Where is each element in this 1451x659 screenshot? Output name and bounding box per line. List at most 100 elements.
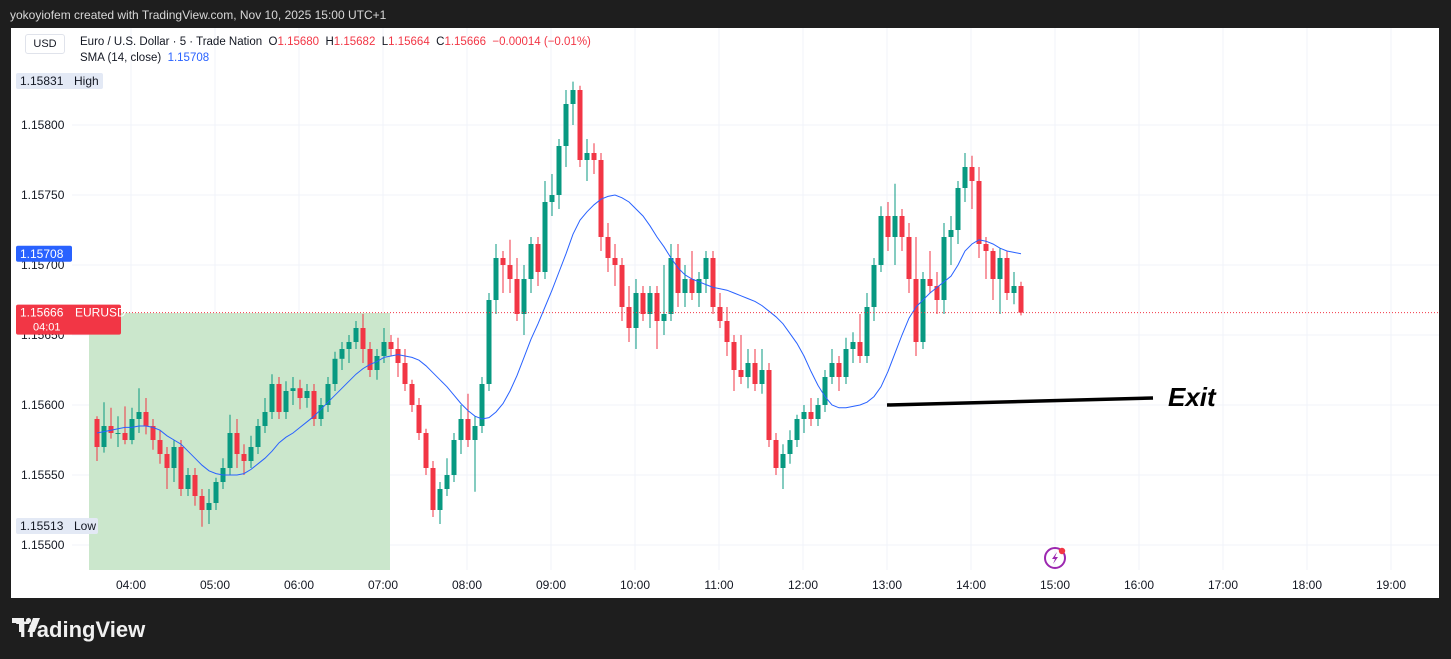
candle-body [346,342,352,349]
candle-body [745,363,751,377]
candle-body [990,251,996,279]
low-value: 1.15664 [388,36,430,48]
candle-body [1004,258,1010,293]
candle-body [591,153,597,160]
candle-body [752,363,758,384]
candle-body [444,475,450,489]
candle-body [626,307,632,328]
candle-body [486,300,492,384]
sma-legend[interactable]: SMA (14, close) 1.15708 [80,52,209,64]
candle-body [780,454,786,468]
low-label: L [381,36,389,48]
chart-panel[interactable]: Exit 1.15500 1.15550 1.15600 1.15650 1.15700 1… [11,28,1439,598]
candle-body [171,447,177,468]
candle-body [416,405,422,433]
candle-body [633,293,639,328]
candle-body [514,279,520,314]
candlestick-chart[interactable]: Exit1.155001.155501.156001.156501.157001… [11,28,1439,598]
candle-body [318,405,324,419]
x-tick-label: 15:00 [1040,578,1070,592]
high-label: H [325,36,334,48]
bar-countdown: 04:01 [33,322,61,334]
close-label: C [436,36,445,48]
candle-body [150,426,156,440]
candle-body [472,426,478,440]
candle-body [647,293,653,314]
sma-legend-value: 1.15708 [167,52,210,64]
candle-body [521,279,527,314]
candle-body [829,363,835,377]
candle-body [738,370,744,377]
candle-body [528,244,534,279]
candle-body [234,433,240,454]
candle-body [710,258,716,307]
candle-body [885,216,891,237]
candle-body [962,167,968,188]
candle-body [542,202,548,272]
candle-body [850,342,856,349]
candle-body [773,440,779,468]
candle-body [500,258,506,265]
high-tag [16,73,103,89]
candle-body [395,349,401,363]
high-tag-value: 1.15831 [20,74,64,88]
candle-body [192,475,198,496]
candle-body [206,503,212,510]
x-tick-label: 12:00 [788,578,818,592]
high-value: 1.15682 [333,36,376,48]
candle-body [920,279,926,342]
exit-line[interactable] [886,396,1154,407]
candle-body [423,433,429,468]
low-tag-value: 1.15513 [20,519,64,533]
candle-body [374,356,380,370]
low-tag-label: Low [74,519,96,533]
candle-body [276,384,282,412]
x-tick-label: 16:00 [1124,578,1154,592]
candle-body [605,237,611,258]
candle-body [913,279,919,342]
candle-body [227,433,233,468]
candle-body [640,293,646,314]
footer-brand: TradingView [12,616,145,642]
close-value: 1.15666 [444,36,487,48]
candle-body [794,419,800,440]
candle-body [696,279,702,293]
candle-body [857,342,863,356]
candle-body [311,391,317,419]
candle-body [339,349,345,359]
candle-body [766,370,772,440]
symbol-title[interactable]: Euro / U.S. Dollar · 5 · Trade Nation [80,36,263,48]
candle-body [808,412,814,419]
sma-price-tag-value: 1.15708 [20,247,64,261]
x-tick-label: 11:00 [704,578,733,592]
candle-body [213,482,219,503]
candle-body [682,279,688,293]
candle-body [479,384,485,426]
candle-body [787,440,793,454]
open-label: O [268,36,278,48]
candle-body [731,342,737,370]
candle-body [668,258,674,314]
candle-body [136,412,142,419]
exit-label: Exit [1168,382,1217,412]
candle-body [255,426,261,447]
y-tick-label: 1.15550 [21,468,65,482]
candle-body [871,265,877,307]
candle-body [1018,286,1024,313]
candle-body [241,454,247,461]
candle-body [836,363,842,377]
candle-body [493,258,499,300]
candle-body [507,265,513,279]
candle-body [129,419,135,440]
candle-body [906,237,912,279]
candle-body [689,279,695,293]
last-price-value: 1.15666 [20,306,64,320]
tradingview-logo-icon [12,617,40,632]
candle-body [199,496,205,510]
currency-button[interactable]: USD [25,34,65,54]
candle-body [381,342,387,356]
lightning-badge-icon[interactable] [1044,547,1066,569]
candle-body [675,258,681,293]
y-tick-label: 1.15500 [21,538,65,552]
candle-body [360,328,366,349]
